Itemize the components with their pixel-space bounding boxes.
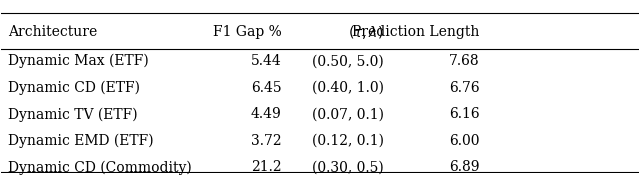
Text: (0.40, 1.0): (0.40, 1.0) [312,81,384,95]
Text: Dynamic Max (ETF): Dynamic Max (ETF) [8,54,148,68]
Text: 21.2: 21.2 [251,160,282,174]
Text: 6.16: 6.16 [449,107,479,121]
Text: Dynamic EMD (ETF): Dynamic EMD (ETF) [8,134,154,148]
Text: Dynamic CD (Commodity): Dynamic CD (Commodity) [8,160,191,175]
Text: (0.30, 0.5): (0.30, 0.5) [312,160,384,174]
Text: Dynamic TV (ETF): Dynamic TV (ETF) [8,107,138,122]
Text: 7.68: 7.68 [449,54,479,68]
Text: F1 Gap %: F1 Gap % [213,25,282,39]
Text: 5.44: 5.44 [251,54,282,68]
Text: Dynamic CD (ETF): Dynamic CD (ETF) [8,81,140,95]
Text: 6.00: 6.00 [449,134,479,148]
Text: (0.12, 0.1): (0.12, 0.1) [312,134,384,148]
Text: 4.49: 4.49 [251,107,282,121]
Text: (0.07, 0.1): (0.07, 0.1) [312,107,384,121]
Text: $(\tau, \lambda)$: $(\tau, \lambda)$ [348,24,384,41]
Text: 3.72: 3.72 [251,134,282,148]
Text: 6.89: 6.89 [449,160,479,174]
Text: 6.45: 6.45 [251,81,282,95]
Text: (0.50, 5.0): (0.50, 5.0) [312,54,384,68]
Text: Prediction Length: Prediction Length [352,25,479,39]
Text: Architecture: Architecture [8,25,97,39]
Text: 6.76: 6.76 [449,81,479,95]
